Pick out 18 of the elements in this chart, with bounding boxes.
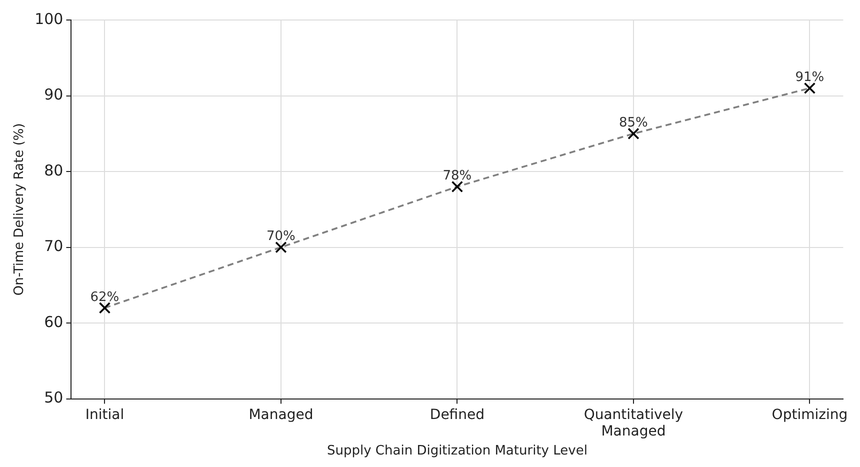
- x-tick-label: Initial: [85, 406, 124, 423]
- y-tick-label: 80: [44, 161, 64, 180]
- data-label: 70%: [266, 229, 296, 244]
- x-tick-label: Optimizing: [772, 406, 848, 423]
- x-tick-label: Managed: [248, 406, 314, 423]
- data-label: 85%: [619, 116, 648, 131]
- y-axis-title: On-Time Delivery Rate (%): [12, 123, 28, 296]
- data-label: 91%: [795, 70, 824, 86]
- data-label: 78%: [442, 168, 472, 184]
- y-tick-label: 100: [34, 10, 64, 28]
- x-tick-label: Quantitatively Managed: [584, 406, 684, 440]
- y-tick-label: 90: [44, 86, 64, 104]
- data-label: 62%: [90, 290, 120, 305]
- y-tick-label: 70: [44, 237, 64, 256]
- y-tick-label: 60: [44, 312, 64, 331]
- x-tick-label: Defined: [430, 406, 485, 423]
- x-axis-title: Supply Chain Digitization Maturity Level: [326, 444, 588, 459]
- y-tick-label: 50: [44, 388, 64, 407]
